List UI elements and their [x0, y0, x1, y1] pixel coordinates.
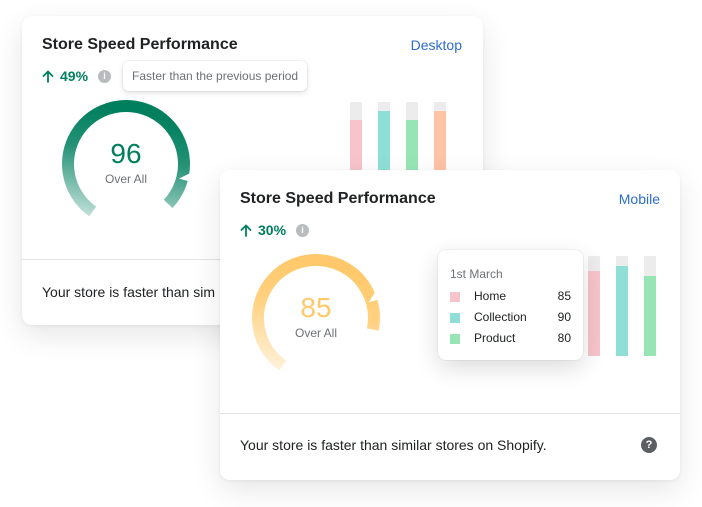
- collection-swatch: [450, 313, 460, 323]
- gauge-label: Over All: [294, 326, 337, 340]
- tooltip-date: 1st March: [450, 267, 503, 281]
- legend-label: Home: [474, 289, 507, 303]
- card-title: Store Speed Performance: [240, 190, 436, 207]
- footer-text: Your store is faster than similar stores…: [240, 437, 547, 453]
- speed-gauge: 85 Over All: [250, 252, 382, 384]
- info-icon[interactable]: i: [296, 223, 310, 237]
- arrow-up-icon: [42, 70, 54, 83]
- divider: [220, 413, 680, 414]
- legend-value: 80: [557, 331, 571, 345]
- speed-gauge: 96 Over All: [60, 98, 192, 230]
- mobile-link[interactable]: Mobile: [618, 191, 660, 207]
- legend-label: Product: [474, 331, 516, 345]
- gauge-score: 85: [300, 292, 332, 323]
- mobile-speed-card: Store Speed Performance Mobile 30% i 85 …: [220, 170, 680, 480]
- legend-value: 85: [557, 289, 571, 303]
- product-swatch: [450, 334, 460, 344]
- legend-label: Collection: [474, 310, 527, 324]
- gauge-ring: [251, 254, 380, 371]
- change-tooltip: Faster than the previous period: [123, 61, 308, 91]
- arrow-up-icon: [240, 224, 252, 237]
- legend-row-collection: Collection 90: [450, 310, 571, 326]
- change-value: 30%: [258, 222, 287, 238]
- legend-row-home: Home 85: [450, 289, 571, 305]
- bar-home[interactable]: [588, 271, 600, 356]
- bar-product[interactable]: [644, 276, 656, 356]
- gauge-score: 96: [110, 138, 142, 169]
- bar-collection[interactable]: [616, 266, 628, 356]
- change-value: 49%: [60, 68, 89, 84]
- home-swatch: [450, 292, 460, 302]
- desktop-link[interactable]: Desktop: [410, 37, 462, 53]
- chart-tooltip: 1st March Home 85 Collection 90 Product …: [438, 250, 583, 360]
- change-indicator: 49% i: [42, 68, 112, 84]
- gauge-ring: [62, 100, 192, 217]
- footer-text: Your store is faster than sim: [42, 284, 216, 300]
- help-icon[interactable]: ?: [641, 437, 657, 453]
- info-icon[interactable]: i: [98, 69, 112, 83]
- legend-value: 90: [557, 310, 571, 324]
- card-title: Store Speed Performance: [42, 36, 238, 53]
- change-indicator: 30% i: [240, 222, 310, 238]
- legend-row-product: Product 80: [450, 331, 571, 347]
- gauge-label: Over All: [104, 172, 147, 186]
